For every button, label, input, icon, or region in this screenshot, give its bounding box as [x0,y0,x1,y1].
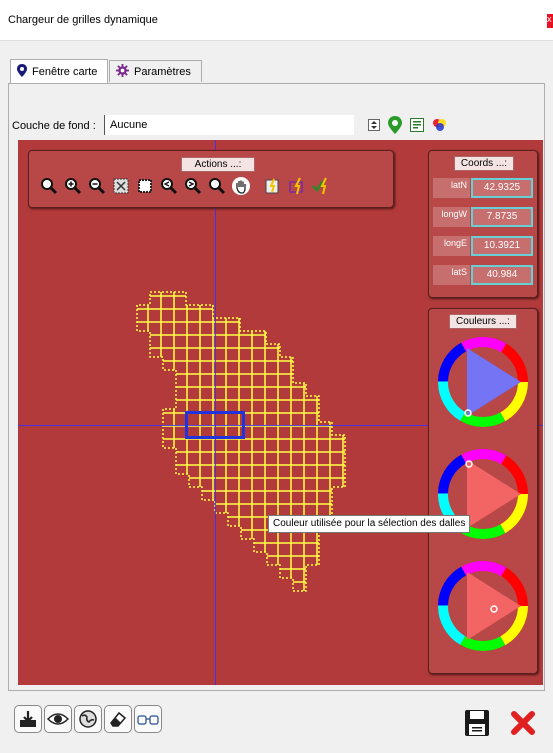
location-pin-icon[interactable] [388,116,402,137]
window-title: Chargeur de grilles dynamique [8,14,158,26]
coord-row-latn: latN 42.9325 [433,178,535,200]
color-wheel-outline[interactable] [434,557,532,655]
coord-label: latN [433,178,470,198]
tab-label: Paramètres [134,65,191,78]
tab-fenetre-carte[interactable]: Fenêtre carte [10,59,108,83]
tooltip: Couleur utilisée pour la sélection des d… [268,515,471,533]
close-icon[interactable] [508,707,538,739]
actions-toolbar [39,175,331,197]
coord-row-longe: longE 10.3921 [433,236,535,258]
palette-icon[interactable] [432,118,448,135]
color-wheel-selection[interactable] [434,445,532,543]
zoom-layer-icon[interactable] [207,175,227,197]
layer-list-icon[interactable] [410,118,424,135]
coord-label: longE [433,236,470,256]
map-pin-icon [17,63,27,80]
colors-title: Couleurs ...: [449,314,517,329]
tab-label: Fenêtre carte [32,65,98,78]
bottom-toolbar [14,705,162,733]
coord-value[interactable]: 7.8735 [471,207,533,227]
coord-value[interactable]: 10.3921 [471,236,533,256]
actions-panel: Actions ...: [28,150,394,208]
pan-hand-icon[interactable] [231,175,251,197]
color-wheel-grid[interactable] [434,333,532,431]
edit-tile-icon[interactable] [263,175,283,197]
eye-icon[interactable] [44,705,72,733]
gear-icon [116,63,129,80]
zoom-out-icon[interactable] [87,175,107,197]
fond-select[interactable]: Aucune [104,115,354,135]
selection-rectangle[interactable] [185,411,245,439]
flash-select-icon[interactable] [287,175,307,197]
actions-title: Actions ...: [181,157,255,172]
zoom-in-icon[interactable] [63,175,83,197]
fond-label: Couche de fond : [12,120,96,132]
glasses-icon[interactable] [134,705,162,733]
coord-value[interactable]: 40.984 [471,265,533,285]
spin-updown-icon[interactable] [368,119,380,134]
coord-label: longW [433,207,470,227]
zoom-extent-icon[interactable] [111,175,131,197]
eraser-icon[interactable] [104,705,132,733]
tab-parametres[interactable]: Paramètres [109,60,202,82]
download-icon[interactable] [14,705,42,733]
zoom-icon[interactable] [39,175,59,197]
coords-panel: Coords ...: latN 42.9325 longW 7.8735 lo… [428,150,538,298]
window-close-button[interactable]: x [547,14,553,28]
crosshair-horizontal [18,425,543,426]
save-icon[interactable] [462,707,492,739]
coord-label: latS [433,265,470,285]
coord-value[interactable]: 42.9325 [471,178,533,198]
coords-title: Coords ...: [454,156,514,171]
zoom-next-icon[interactable] [183,175,203,197]
map-canvas[interactable]: Actions ...: Coords ...: latN 42.9325 lo… [18,140,543,685]
tile-cells[interactable] [136,291,346,592]
coord-row-lats: latS 40.984 [433,265,535,287]
validate-flash-icon[interactable] [311,175,331,197]
title-bar: Chargeur de grilles dynamique x [0,0,553,41]
coord-row-longw: longW 7.8735 [433,207,535,229]
globe-icon[interactable] [74,705,102,733]
zoom-prev-icon[interactable] [159,175,179,197]
fond-toolbar [368,116,448,137]
zoom-selection-icon[interactable] [135,175,155,197]
colors-panel: Couleurs ...: [428,308,538,674]
